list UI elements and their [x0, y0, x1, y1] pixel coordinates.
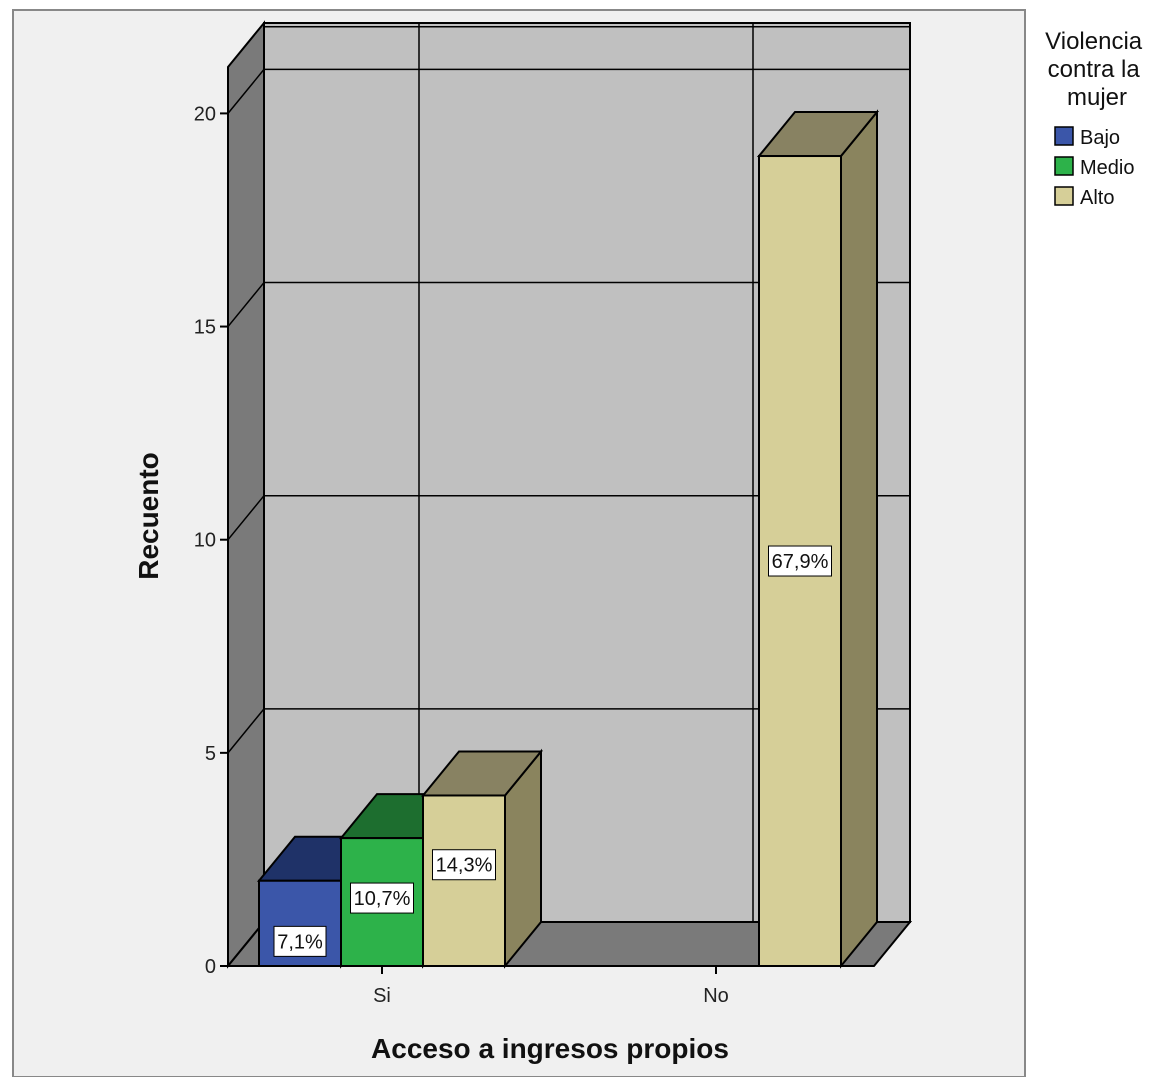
- data-label-box: [432, 849, 496, 881]
- legend-swatch: [1054, 186, 1074, 206]
- legend-swatch: [1054, 126, 1074, 146]
- y-tick-label: 20: [194, 103, 216, 125]
- data-label: 67,9%: [768, 545, 832, 577]
- data-labels-group: 7,1% 10,7% 14,3% 67,9%: [273, 545, 832, 957]
- y-tick-label: 0: [205, 956, 216, 978]
- side-wall: [227, 20, 265, 969]
- legend-title-line-1: Violencia: [1045, 28, 1143, 55]
- legend-title-line-3: mujer: [1067, 84, 1127, 111]
- legend-items: Bajo Medio Alto: [1054, 126, 1134, 209]
- legend: Violencia contra la mujer Bajo Medio Alto: [1045, 28, 1149, 209]
- data-label: 10,7%: [350, 882, 414, 914]
- x-tick-label: No: [703, 985, 729, 1007]
- axes-group: 0 5 10 15 20 Si No: [194, 103, 874, 1007]
- gridline-side: [227, 708, 265, 754]
- gridline-side: [227, 68, 265, 114]
- y-axis-title: Recuento: [133, 452, 164, 580]
- legend-label: Bajo: [1080, 127, 1120, 149]
- y-tick-label: 10: [194, 530, 216, 552]
- x-axis-title: Acceso a ingresos propios: [371, 1033, 729, 1064]
- legend-item-medio: Medio: [1054, 156, 1134, 179]
- data-label: 14,3%: [432, 849, 496, 881]
- legend-title: Violencia contra la mujer: [1045, 28, 1149, 111]
- legend-label: Medio: [1080, 157, 1134, 179]
- legend-label: Alto: [1080, 187, 1114, 209]
- x-tick-label: Si: [373, 985, 391, 1007]
- data-label: 7,1%: [273, 925, 327, 957]
- y-tick-label: 5: [205, 743, 216, 765]
- y-tick-label: 15: [194, 317, 216, 339]
- legend-title-line-2: contra la: [1048, 56, 1141, 83]
- legend-item-bajo: Bajo: [1054, 126, 1120, 149]
- bar-side-face: [840, 109, 878, 969]
- bar-alto-si: [420, 748, 544, 969]
- gridline-side: [227, 282, 265, 328]
- data-label-box: [350, 882, 414, 914]
- bar-alto-no: [756, 109, 880, 969]
- data-label-box: [768, 545, 832, 577]
- data-label-text: 7,1%: [277, 931, 323, 953]
- data-label-text: 14,3%: [436, 855, 493, 877]
- data-label-text: 10,7%: [354, 888, 411, 910]
- legend-item-alto: Alto: [1054, 186, 1114, 209]
- bar-front-face: [422, 794, 506, 967]
- data-label-text: 67,9%: [772, 551, 829, 573]
- data-label-box: [273, 925, 327, 957]
- gridline-side: [227, 495, 265, 541]
- legend-swatch: [1054, 156, 1074, 176]
